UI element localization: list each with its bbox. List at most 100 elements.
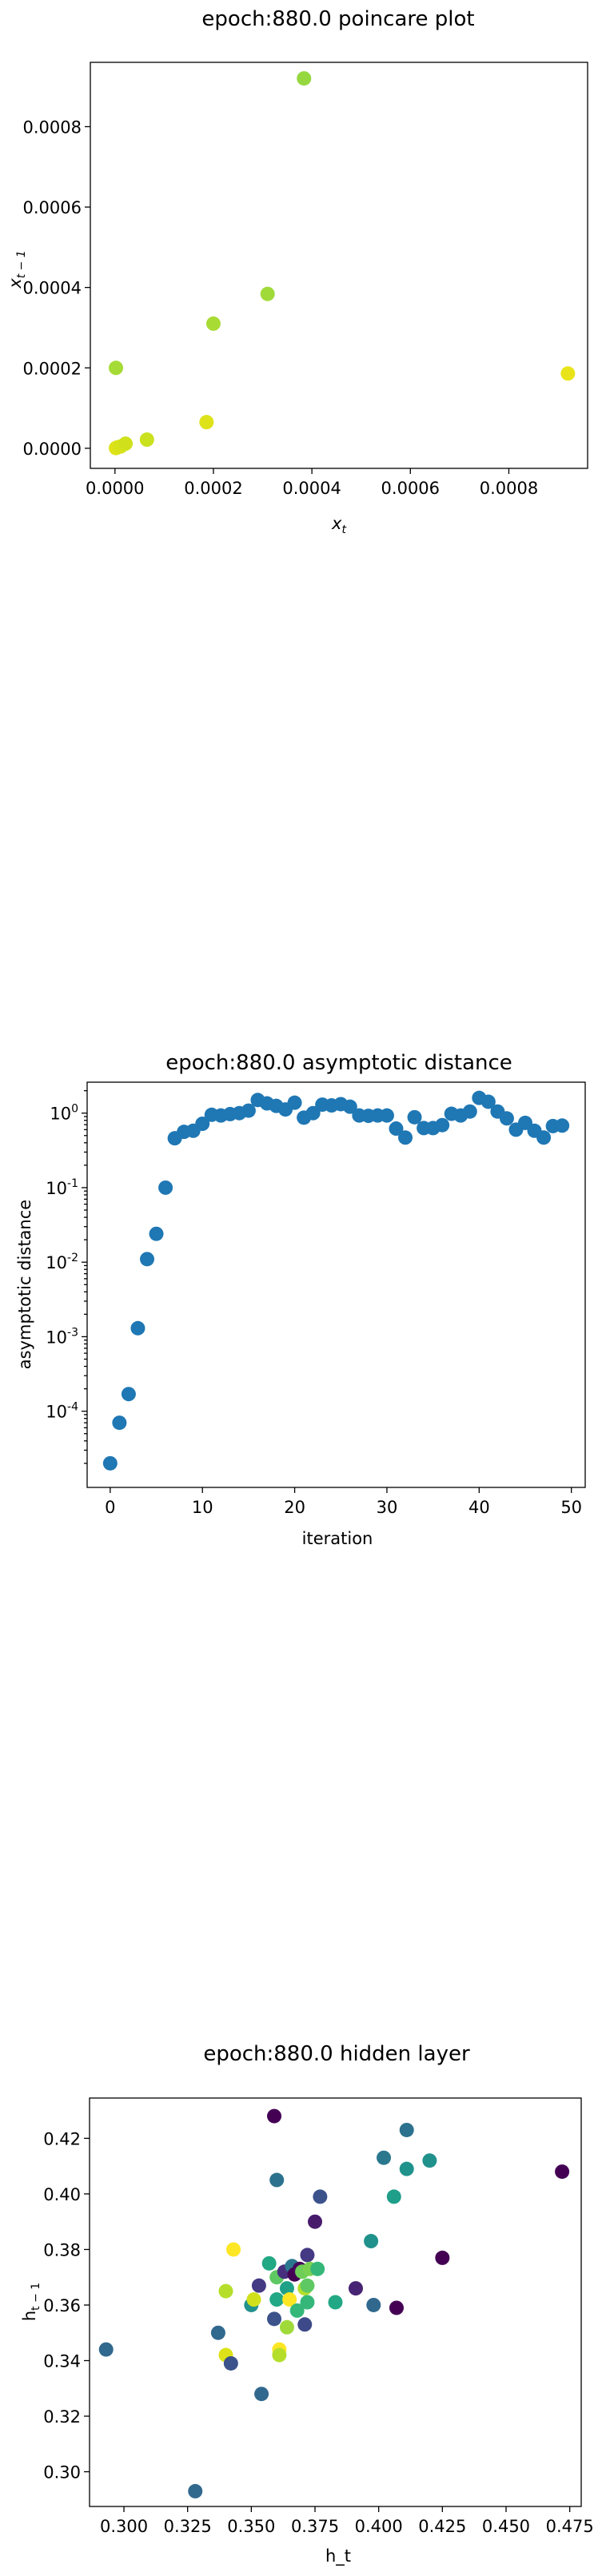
tick-label: 0.0004 <box>23 279 82 298</box>
hidden-layer-chart: epoch:880.0 hidden layer 0.300 0.325 0.350… <box>20 2042 594 2566</box>
tick-label: 10-2 <box>46 1252 78 1272</box>
tick-label: 0.350 <box>227 2517 275 2536</box>
data-point <box>139 1252 154 1267</box>
tick-label: 0.36 <box>43 2296 81 2315</box>
tick-label: 0.34 <box>43 2352 81 2371</box>
data-point <box>267 2108 282 2124</box>
data-point <box>279 2319 294 2335</box>
plot-points <box>109 71 576 456</box>
data-point <box>328 2295 343 2310</box>
tick-label: 0.42 <box>43 2129 81 2148</box>
data-point <box>223 2355 238 2371</box>
tick-label: 0.0002 <box>23 359 82 378</box>
tick-label: 0.375 <box>291 2517 339 2536</box>
chart-title: epoch:880.0 poincare plot <box>201 7 474 31</box>
poincare-plot-chart: epoch:880.0 poincare plot 0.0000 0.0002 0.… <box>6 7 588 536</box>
tick-label: 0.0004 <box>282 479 341 498</box>
tick-label: 0.0000 <box>86 479 144 498</box>
data-point <box>246 2292 261 2307</box>
x-axis-label: iteration <box>302 1529 373 1548</box>
y-axis-label: xt − 1 <box>6 250 28 289</box>
tick-label: 0.0002 <box>184 479 242 498</box>
tick-label: 20 <box>284 1498 305 1517</box>
data-point <box>499 1111 514 1126</box>
tick-label: 40 <box>468 1498 490 1517</box>
data-point <box>379 1108 394 1123</box>
data-point <box>555 2164 570 2180</box>
tick-label: 10-3 <box>46 1326 78 1347</box>
data-point <box>289 2303 305 2318</box>
data-point <box>300 2295 315 2310</box>
y-ticks: 0.30 0.32 0.34 0.36 0.38 0.40 0.42 <box>43 2129 90 2482</box>
data-point <box>342 1099 357 1114</box>
plot-points <box>98 2108 570 2498</box>
tick-label: 0.0008 <box>23 117 82 137</box>
tick-label: 30 <box>377 1498 398 1517</box>
plot-frame <box>86 1081 586 1488</box>
data-point <box>297 71 312 86</box>
tick-label: 0.400 <box>355 2517 403 2536</box>
data-point <box>158 1180 173 1195</box>
data-point <box>139 432 154 448</box>
tick-label: 0.32 <box>43 2407 81 2427</box>
data-point <box>267 2311 282 2327</box>
data-point <box>149 1226 164 1241</box>
tick-label: 0.0006 <box>23 198 82 217</box>
data-point <box>102 1455 118 1471</box>
chart-title: epoch:880.0 hidden layer <box>203 2042 470 2066</box>
data-point <box>364 2234 379 2249</box>
tick-label: 0 <box>105 1498 115 1517</box>
data-point <box>300 2278 315 2293</box>
tick-label: 0.450 <box>482 2517 530 2536</box>
data-point <box>313 2189 328 2204</box>
x-axis-label: xt <box>331 514 346 536</box>
y-axis-label: ht − 1 <box>20 2283 42 2321</box>
data-point <box>226 2242 241 2257</box>
x-ticks: 0.0000 0.0002 0.0004 0.0006 0.0008 <box>86 468 538 498</box>
plot-points <box>102 1090 570 1471</box>
tick-label: 0.425 <box>418 2517 466 2536</box>
data-point <box>210 2325 225 2340</box>
data-point <box>109 360 124 376</box>
data-point <box>241 1103 256 1118</box>
tick-label: 10 <box>192 1498 213 1517</box>
data-point <box>308 2214 323 2229</box>
data-point <box>205 316 221 331</box>
data-point <box>269 2292 285 2307</box>
data-point <box>251 2278 266 2293</box>
data-point <box>282 2292 297 2307</box>
tick-label: 0.30 <box>43 2463 81 2482</box>
data-point <box>422 2153 437 2168</box>
data-point <box>118 436 134 452</box>
data-point <box>121 1387 136 1402</box>
data-point <box>98 2342 114 2357</box>
tick-label: 0.38 <box>43 2240 81 2259</box>
data-point <box>269 2172 285 2188</box>
data-point <box>389 1121 404 1137</box>
tick-label: 10-4 <box>46 1401 78 1422</box>
data-point <box>195 1116 210 1131</box>
tick-label: 50 <box>560 1498 582 1517</box>
data-point <box>398 1130 413 1145</box>
tick-label: 0.300 <box>100 2517 148 2536</box>
x-ticks: 0.300 0.325 0.350 0.375 0.400 0.425 0.450 0.475 <box>100 2506 594 2536</box>
data-point <box>435 1117 450 1133</box>
data-point <box>218 2283 233 2299</box>
data-point <box>399 2122 414 2137</box>
chart-title: epoch:880.0 asymptotic distance <box>165 1051 512 1075</box>
tick-label: 0.40 <box>43 2185 81 2204</box>
data-point <box>536 1130 552 1145</box>
data-point <box>305 1105 321 1121</box>
asymptotic-distance-chart: epoch:880.0 asymptotic distance 0 10 20 30 4… <box>15 1051 586 1548</box>
tick-label: 0.0000 <box>23 440 82 459</box>
data-point <box>310 2261 325 2276</box>
data-point <box>555 1118 570 1133</box>
tick-label: 10-1 <box>46 1177 78 1198</box>
data-point <box>435 2250 450 2265</box>
y-ticks: 10-4 10-3 10-2 10-1 100 <box>46 1089 87 1464</box>
tick-label: 0.325 <box>164 2517 212 2536</box>
y-ticks: 0.0000 0.0002 0.0004 0.0006 0.0008 <box>23 117 90 459</box>
data-point <box>130 1320 146 1336</box>
plot-frame <box>90 62 588 469</box>
plot-frame <box>89 2097 582 2507</box>
